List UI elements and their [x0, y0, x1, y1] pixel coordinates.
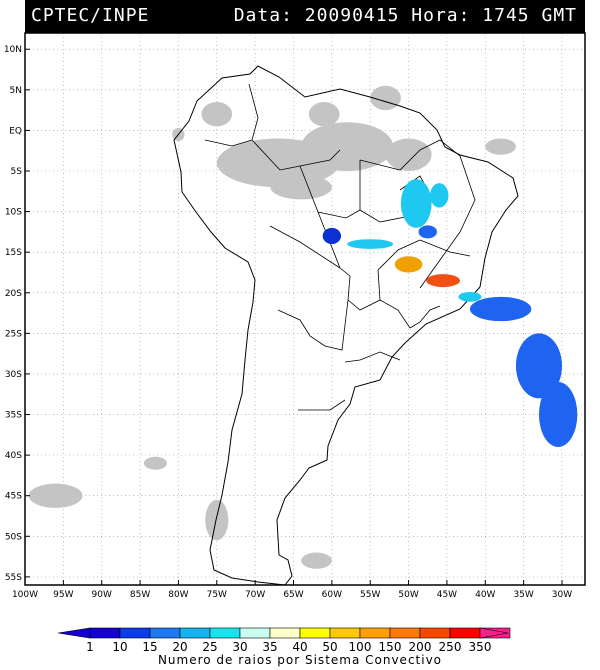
colorbar-swatch — [239, 627, 271, 639]
colorbar-tick: 25 — [202, 640, 217, 652]
cloud-patch — [485, 138, 516, 155]
cloud-patch — [201, 102, 233, 127]
cloud-patch — [205, 499, 229, 541]
cloud-patch — [270, 175, 332, 200]
south-america-outline — [173, 65, 519, 585]
cloud-patch — [385, 138, 432, 171]
lat-label: 25S — [5, 329, 22, 339]
cloud-patch — [301, 122, 394, 171]
colorbar-tick: 50 — [322, 640, 337, 652]
lat-label: 45S — [5, 492, 22, 502]
colorbar-swatch — [359, 627, 391, 639]
colorbar-tick: 100 — [349, 640, 372, 652]
lightning-cell — [418, 225, 437, 239]
lightning-cell — [430, 183, 449, 208]
colorbar-arrow-right — [479, 627, 509, 639]
lon-label: 30W — [552, 590, 572, 600]
colorbar-swatch — [449, 627, 481, 639]
lon-label: 35W — [513, 590, 533, 600]
lat-label: 55S — [5, 573, 22, 583]
lon-label: 65W — [283, 590, 303, 600]
lat-label: 30S — [5, 370, 22, 380]
lightning-cell — [400, 179, 432, 228]
longitude-labels: 100W 95W 90W 85W 80W 75W 70W 65W 60W 55W 50W 45W 40W… — [12, 580, 572, 600]
lon-label: 90W — [92, 590, 112, 600]
colorbar-swatch — [269, 627, 301, 639]
colorbar-tick: 40 — [292, 640, 307, 652]
colorbar-swatch — [89, 627, 121, 639]
lat-label: 15S — [5, 248, 22, 258]
colorbar-swatch — [209, 627, 241, 639]
lon-label: 60W — [322, 590, 342, 600]
colorbar-swatch — [299, 627, 331, 639]
colorbar-swatch — [389, 627, 421, 639]
lat-label: 10S — [5, 208, 22, 218]
colorbar-caption: Numero de raios por Sistema Convectivo — [157, 653, 443, 667]
colorbar-swatch — [419, 627, 451, 639]
lat-label: 35S — [5, 411, 22, 421]
colorbar: 1 10 15 20 25 30 35 40 50 100 150 200 250 350 — [57, 627, 511, 652]
lightning-cells — [322, 179, 578, 447]
lon-label: 100W — [12, 590, 38, 600]
colorbar-tick: 30 — [232, 640, 247, 652]
lightning-cell — [469, 296, 532, 322]
lat-label: 10N — [4, 45, 22, 55]
colorbar-tick: 200 — [409, 640, 432, 652]
colorbar-swatch — [119, 627, 151, 639]
colorbar-tick: 150 — [379, 640, 402, 652]
map-frame — [24, 32, 586, 586]
lat-label: 50S — [5, 532, 22, 542]
colorbar-tick: 35 — [262, 640, 277, 652]
lon-label: 50W — [398, 590, 418, 600]
colorbar-swatches — [57, 627, 511, 639]
lightning-cell — [538, 382, 578, 447]
cloud-patch — [143, 456, 167, 470]
lon-label: 45W — [437, 590, 457, 600]
lat-label: 5S — [11, 167, 23, 177]
colorbar-swatch — [149, 627, 181, 639]
lightning-cell — [322, 227, 342, 245]
lon-label: 55W — [360, 590, 380, 600]
lightning-cell — [347, 239, 394, 249]
cloud-patch — [301, 552, 332, 569]
lat-label: 20S — [5, 289, 22, 299]
cloud-cover-layer — [28, 85, 516, 569]
lat-label: EQ — [9, 126, 22, 136]
lon-label: 40W — [475, 590, 495, 600]
colorbar-arrow-left — [57, 627, 91, 639]
lightning-map: 10N5NEQ5S10S15S20S25S30S35S40S45S50S55S … — [4, 32, 586, 600]
colorbar-tick: 20 — [172, 640, 187, 652]
lightning-cell — [458, 291, 482, 302]
lat-label: 5N — [10, 86, 22, 96]
header-title: CPTEC/INPE — [31, 5, 150, 26]
lightning-cell — [426, 274, 460, 288]
lon-label: 70W — [245, 590, 265, 600]
colorbar-tick: 15 — [142, 640, 157, 652]
colorbar-swatch — [179, 627, 211, 639]
colorbar-swatch — [329, 627, 361, 639]
cloud-patch — [308, 102, 340, 127]
lat-label: 40S — [5, 451, 22, 461]
colorbar-tick: 10 — [112, 640, 127, 652]
colorbar-tick: 350 — [469, 640, 492, 652]
cloud-patch — [28, 483, 83, 508]
lon-label: 80W — [168, 590, 188, 600]
lon-label: 85W — [130, 590, 150, 600]
colorbar-tick: 250 — [439, 640, 462, 652]
header-datetime: Data: 20090415 Hora: 1745 GMT — [233, 5, 577, 26]
latitude-labels: 10N 5N EQ 5S 10S 15S 20S 25S 30S 35S 40S 45S 50S 55S — [4, 45, 30, 583]
lightning-cell — [394, 256, 423, 273]
country-borders — [204, 83, 476, 411]
header-bar: CPTEC/INPE Data: 20090415 Hora: 1745 GMT — [25, 0, 585, 33]
lon-label: 95W — [53, 590, 73, 600]
colorbar-tick: 1 — [86, 640, 94, 652]
lon-label: 75W — [207, 590, 227, 600]
colorbar-tick-labels: 1 10 15 20 25 30 35 40 50 100 150 200 250 350 — [86, 640, 491, 652]
lightning-cell — [515, 333, 562, 399]
